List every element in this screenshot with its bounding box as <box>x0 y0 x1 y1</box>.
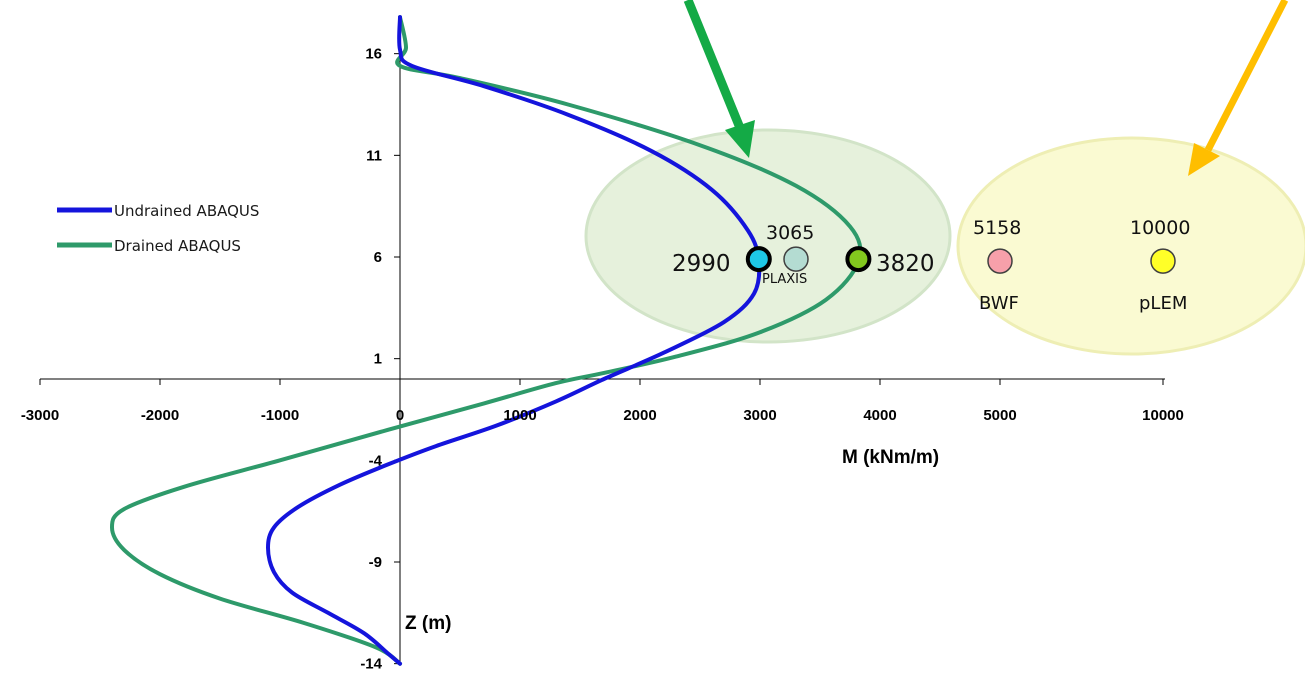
x-tick-label: -2000 <box>141 407 179 424</box>
points-layer <box>745 246 1176 274</box>
series-line-undrained <box>266 15 762 666</box>
point-value-3065: 3065 <box>766 222 814 244</box>
point-value-3820: 3820 <box>876 251 935 277</box>
yellow-arrow-head <box>1188 143 1220 176</box>
point-name-bwf: BWF <box>979 293 1019 314</box>
point-marker-bwf <box>987 248 1013 274</box>
x-tick-label: 1000 <box>503 407 536 424</box>
legend: Undrained ABAQUS Drained ABAQUS <box>57 202 259 255</box>
x-tick-label: -1000 <box>261 407 299 424</box>
point-marker-2990 <box>745 246 772 273</box>
x-tick-label: 10000 <box>1142 407 1184 424</box>
background-layer <box>584 128 1305 356</box>
green-arrow-shaft <box>683 0 745 130</box>
x-tick-labels: -3000 -2000 -1000 0 1000 2000 3000 4000 5000 1000… <box>21 407 1184 424</box>
x-tick-label: 3000 <box>743 407 776 424</box>
point-labels: 2990 3065 PLAXIS 3820 5158 BWF 10000 pLE… <box>672 217 1190 314</box>
legend-label-undrained: Undrained ABAQUS <box>114 202 259 220</box>
y-tick-labels: 16 11 6 1 -4 -9 -14 <box>360 46 382 673</box>
legend-label-drained: Drained ABAQUS <box>114 237 241 255</box>
point-marker-3820 <box>845 246 872 273</box>
x-axis-title: M (kNm/m) <box>842 447 939 468</box>
numerical-methods-ellipse <box>584 128 952 344</box>
y-tick-label: 1 <box>374 351 382 368</box>
point-value-2990: 2990 <box>672 251 731 277</box>
y-tick-label: 16 <box>365 46 382 63</box>
green-arrow-head <box>725 120 755 158</box>
analytical-methods-ellipse <box>956 136 1305 356</box>
yellow-arrow-shaft <box>1204 0 1289 152</box>
y-tick-label: 11 <box>366 147 382 164</box>
point-marker-plem <box>1150 248 1176 274</box>
y-tick-marks <box>394 53 400 665</box>
x-tick-label: 5000 <box>983 407 1016 424</box>
y-tick-label: 6 <box>374 249 382 266</box>
point-marker-plaxis <box>783 246 809 272</box>
x-tick-label: 0 <box>396 407 404 424</box>
point-name-plaxis: PLAXIS <box>762 272 807 287</box>
y-tick-label: -9 <box>369 554 382 571</box>
arrows-layer <box>683 0 1289 176</box>
series-line-drained <box>110 15 863 666</box>
x-tick-label: 2000 <box>623 407 656 424</box>
x-tick-label: 4000 <box>863 407 896 424</box>
point-value-5158: 5158 <box>973 217 1021 239</box>
y-tick-label: -14 <box>360 656 382 673</box>
series-layer <box>110 15 863 666</box>
y-axis-title: Z (m) <box>405 613 451 634</box>
point-value-10000: 10000 <box>1130 217 1190 239</box>
point-name-plem: pLEM <box>1139 293 1187 314</box>
y-tick-label: -4 <box>369 452 383 469</box>
x-tick-label: -3000 <box>21 407 59 424</box>
x-tick-marks <box>39 379 1164 385</box>
